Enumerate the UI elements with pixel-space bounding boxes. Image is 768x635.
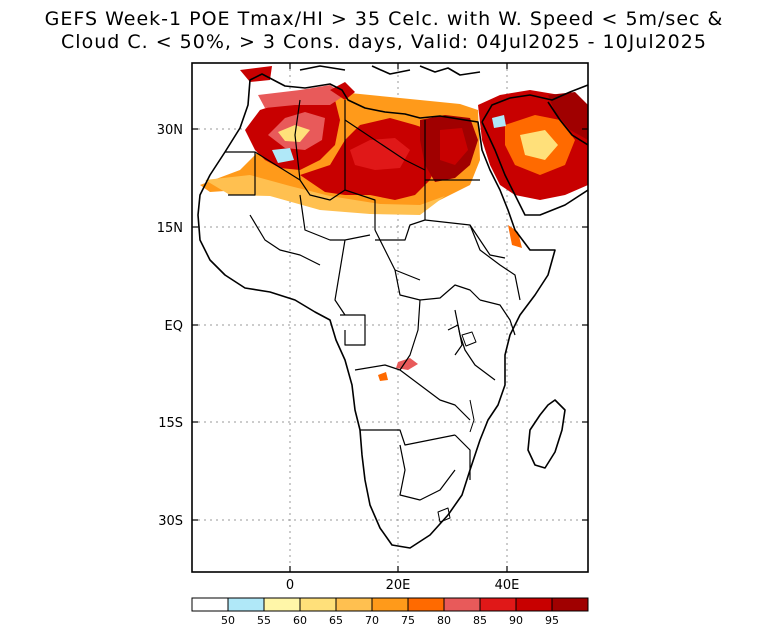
lon-label-20e: 20E — [386, 578, 411, 593]
lake-victoria — [461, 331, 477, 347]
tick-marks — [192, 63, 588, 572]
colorbar-label: 65 — [329, 614, 343, 627]
shade-region-sahara-light — [205, 175, 445, 215]
africa-coastline — [197, 73, 556, 549]
lon-label-40e: 40E — [495, 578, 520, 593]
shade-region-egypt-inner — [440, 128, 468, 165]
colorbar-label: 85 — [473, 614, 487, 627]
shade-region-cyan-west — [272, 148, 294, 163]
lake-malawi — [469, 399, 475, 433]
colorbar-swatch — [407, 597, 445, 612]
map-frame — [191, 62, 589, 573]
shade-region-maghreb — [240, 66, 272, 82]
country-borders — [225, 99, 521, 501]
colorbar-swatch — [227, 597, 265, 612]
colorbar-swatch — [263, 597, 301, 612]
shade-region-arabia-pale — [520, 130, 558, 160]
shade-region-angola — [378, 372, 388, 381]
colorbar-swatch — [371, 597, 409, 612]
lon-label-0: 0 — [286, 578, 294, 593]
shade-region-algeria — [258, 85, 345, 108]
colorbar-swatch — [479, 597, 517, 612]
map-title-line-1: GEFS Week-1 POE Tmax/HI > 35 Celc. with … — [44, 8, 724, 30]
coastlines-and-borders — [197, 65, 588, 549]
lat-label-15n: 15N — [157, 221, 183, 236]
lat-label-eq: EQ — [165, 319, 183, 334]
colorbar-label: 50 — [221, 614, 235, 627]
colorbar: 50 55 60 65 70 75 80 85 90 95 — [191, 597, 589, 627]
colorbar-label: 90 — [509, 614, 523, 627]
persian-gulf-coast — [547, 101, 588, 146]
colorbar-label: 70 — [365, 614, 379, 627]
colorbar-swatch — [335, 597, 373, 612]
colorbar-swatch — [515, 597, 553, 612]
shade-region-eritrea — [508, 225, 522, 248]
shade-region-cyan-east — [492, 115, 506, 128]
shade-region-west-sahara-pale — [278, 125, 310, 142]
lat-label-30s: 30S — [158, 514, 183, 529]
probability-shading — [200, 66, 588, 381]
colorbar-swatch — [191, 597, 229, 612]
colorbar-label: 80 — [437, 614, 451, 627]
colorbar-swatch — [443, 597, 481, 612]
shade-region-gulf — [548, 92, 588, 140]
lat-label-15s: 15S — [158, 416, 183, 431]
colorbar-swatch — [299, 597, 337, 612]
arabia-coastline — [481, 84, 588, 216]
europe-coast — [299, 65, 481, 76]
map-title-line-2: Cloud C. < 50%, > 3 Cons. days, Valid: 0… — [61, 31, 707, 53]
colorbar-label: 75 — [401, 614, 415, 627]
shade-region-central-sahara-core — [350, 138, 410, 170]
madagascar — [527, 399, 566, 469]
colorbar-label: 55 — [257, 614, 271, 627]
lat-label-30n: 30N — [157, 123, 183, 138]
lesotho — [437, 507, 451, 523]
colorbar-swatch — [551, 597, 589, 612]
colorbar-label: 60 — [293, 614, 307, 627]
colorbar-label: 95 — [545, 614, 559, 627]
